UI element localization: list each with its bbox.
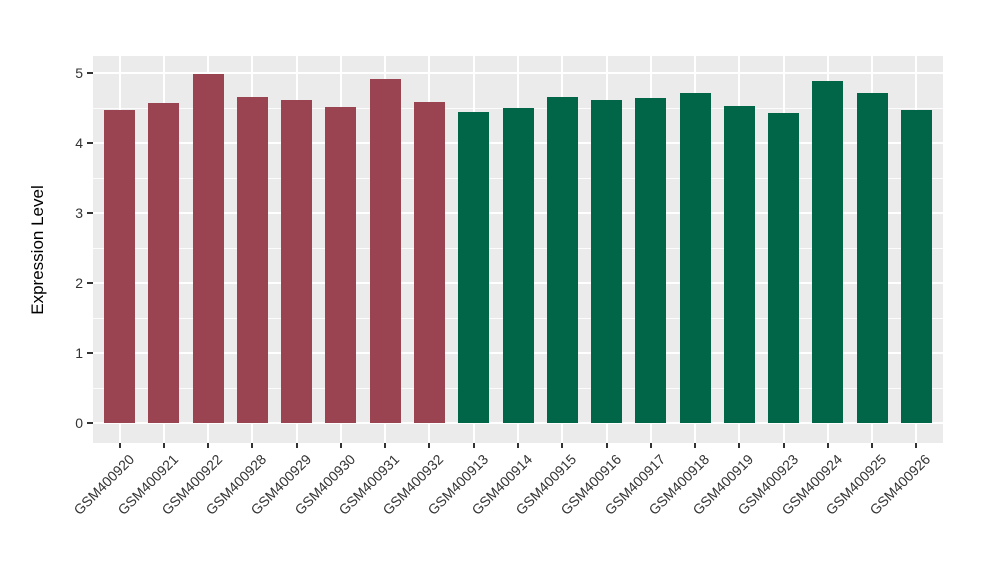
x-axis-tick [118,443,121,448]
bar [502,108,534,423]
y-axis-tick [87,352,93,354]
bar [148,103,180,423]
y-axis-tick-label: 1 [75,345,83,361]
x-axis-tick [428,443,431,448]
y-axis-tick [87,142,93,144]
x-axis-tick [207,443,210,448]
bar [812,80,844,423]
x-axis-tick [915,443,918,448]
bar [325,107,357,423]
bar [458,111,490,423]
bar [900,110,932,423]
y-axis-title: Expression Level [28,185,47,315]
x-axis-tick [738,443,741,448]
y-axis-tick [87,212,93,214]
bar [856,93,888,423]
bar [679,93,711,423]
x-axis-tick [561,443,564,448]
x-axis-tick [162,443,165,448]
bar [281,99,313,423]
x-axis-tick [517,443,519,448]
bar [768,112,800,423]
y-axis-tick-label: 3 [75,205,83,221]
x-axis-tick [782,443,785,448]
x-axis-tick [605,443,608,448]
x-axis-tick [472,443,475,448]
y-axis-tick-label: 0 [75,415,83,431]
x-axis-tick [826,443,829,448]
y-axis-tick-label: 4 [75,135,83,151]
bar [104,110,136,423]
x-axis-tick [694,443,697,448]
y-axis-tick-label: 2 [75,275,83,291]
bar [546,96,578,423]
bar [723,105,755,423]
bar [369,79,401,423]
bar [192,74,224,423]
bar [591,100,623,423]
x-axis-tick [339,443,342,448]
x-axis-tick [295,443,298,448]
bar [236,96,268,423]
x-axis-tick [871,443,874,448]
bar [635,98,667,423]
y-axis-tick [87,422,93,424]
plot-panel [93,56,943,443]
x-axis-tick [251,443,254,448]
bar [413,101,445,423]
y-axis-tick [87,72,93,74]
y-axis-tick-label: 5 [75,65,83,81]
y-axis-tick [87,282,93,284]
x-axis-tick [384,443,387,448]
x-axis-tick [649,443,652,448]
